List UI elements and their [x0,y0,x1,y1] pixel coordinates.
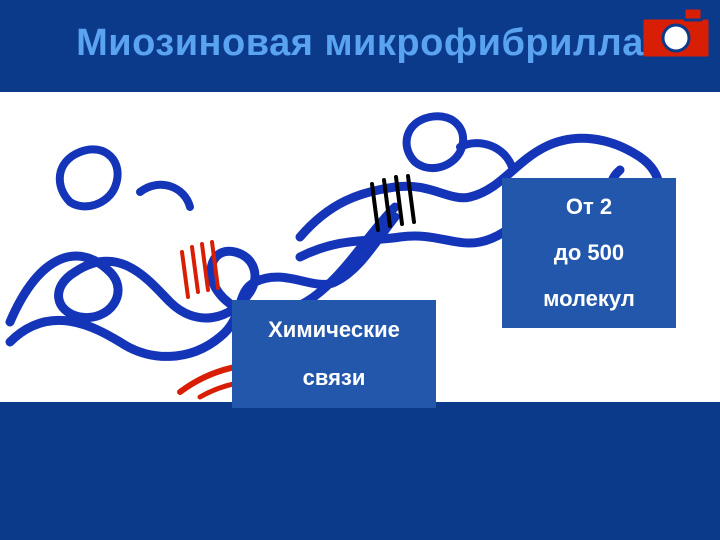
label-text: молекул [543,286,635,312]
label-text: связи [303,365,366,391]
page-title: Миозиновая микрофибрилла [0,22,720,65]
label-text: От 2 [566,194,612,220]
label-chemical-bonds: Химические связи [232,300,436,408]
label-molecule-count: От 2 до 500 молекул [502,178,676,328]
label-text: Химические [268,317,400,343]
label-text: до 500 [554,240,624,266]
slide: Миозиновая микрофибрилла [0,0,720,540]
